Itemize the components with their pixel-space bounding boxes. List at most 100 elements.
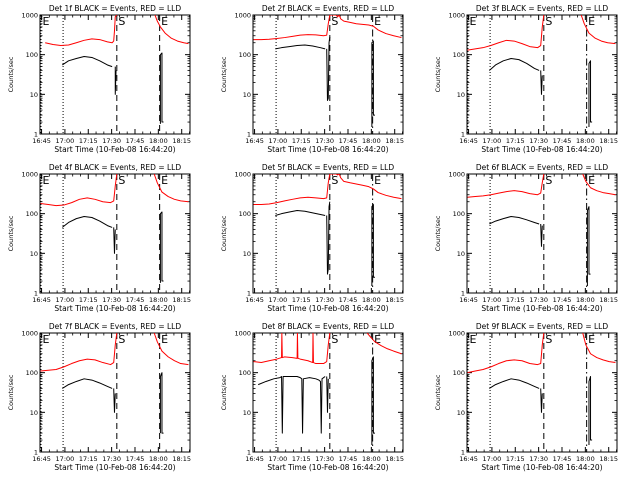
- x-tick-label: 17:00: [56, 455, 75, 463]
- chart-title: Det 7f BLACK = Events, RED = LLD: [49, 322, 182, 331]
- x-tick-label: 16:45: [245, 455, 264, 463]
- x-tick-label: 18:00: [362, 137, 381, 145]
- y-tick-label: 1: [34, 131, 38, 139]
- x-tick-label: 17:45: [126, 296, 145, 304]
- marker-label: E: [374, 333, 381, 346]
- x-tick-label: 17:30: [102, 296, 121, 304]
- x-tick-label: 17:45: [553, 455, 572, 463]
- marker-label: S: [118, 15, 125, 28]
- x-tick-label: 17:15: [292, 137, 311, 145]
- y-axis-label: Counts/sec: [434, 374, 442, 410]
- marker-label: S: [545, 15, 552, 28]
- y-axis-label: Counts/sec: [220, 56, 228, 92]
- series-line-lld: [253, 174, 402, 206]
- chart-title: Det 2f BLACK = Events, RED = LLD: [262, 4, 395, 13]
- y-tick-label: 100: [453, 51, 465, 59]
- series-line-lld: [467, 15, 545, 51]
- series-line-events: [275, 44, 326, 50]
- x-tick-label: 18:15: [599, 296, 618, 304]
- series-line-events: [540, 223, 543, 247]
- plot-frame: [39, 173, 191, 294]
- series-line-lld: [467, 333, 545, 374]
- y-tick-label: 100: [26, 210, 38, 218]
- x-tick-label: 17:45: [553, 137, 572, 145]
- y-tick-label: 1000: [234, 171, 251, 179]
- x-tick-label: 17:15: [506, 137, 525, 145]
- x-tick-label: 18:15: [599, 137, 618, 145]
- x-tick-label: 16:45: [459, 296, 478, 304]
- x-axis-label: Start Time (10-Feb-08 16:44:20): [267, 304, 388, 313]
- y-tick-label: 100: [239, 51, 251, 59]
- x-tick-label: 18:00: [362, 455, 381, 463]
- x-tick-label: 17:00: [269, 455, 288, 463]
- x-tick-label: 16:45: [245, 137, 264, 145]
- x-axis-label: Start Time (10-Feb-08 16:44:20): [481, 463, 602, 472]
- y-tick-label: 100: [453, 369, 465, 377]
- x-tick-label: 17:15: [506, 296, 525, 304]
- y-tick-label: 10: [457, 250, 465, 258]
- series-line-events: [159, 372, 164, 434]
- chart-panel-7: Det 7f BLACK = Events, RED = LLD Counts/s…: [7, 322, 191, 472]
- plot-frame: [252, 14, 404, 135]
- series-line-events: [62, 378, 113, 389]
- y-tick-label: 1000: [234, 330, 251, 338]
- x-tick-label: 18:00: [576, 455, 595, 463]
- y-tick-label: 1: [247, 131, 251, 139]
- series-line-events: [488, 58, 540, 71]
- chart-title: Det 1f BLACK = Events, RED = LLD: [49, 4, 182, 13]
- x-axis-label: Start Time (10-Feb-08 16:44:20): [481, 304, 602, 313]
- x-tick-label: 17:00: [483, 296, 502, 304]
- x-tick-label: 17:00: [483, 455, 502, 463]
- series-line-events: [326, 376, 329, 413]
- x-tick-label: 18:00: [149, 296, 168, 304]
- chart-title: Det 5f BLACK = Events, RED = LLD: [262, 163, 395, 172]
- y-axis-label: Counts/sec: [7, 56, 15, 92]
- x-tick-label: 16:45: [459, 137, 478, 145]
- marker-label: E: [469, 15, 476, 28]
- x-tick-label: 17:30: [315, 137, 334, 145]
- x-tick-label: 17:30: [315, 455, 334, 463]
- series-line-lld: [154, 15, 189, 45]
- series-line-lld: [366, 333, 402, 355]
- x-tick-label: 18:15: [172, 455, 191, 463]
- x-tick-label: 17:15: [79, 296, 98, 304]
- y-axis-label: Counts/sec: [7, 215, 15, 251]
- x-tick-label: 17:45: [339, 296, 358, 304]
- x-tick-label: 18:00: [576, 137, 595, 145]
- chart-title: Det 3f BLACK = Events, RED = LLD: [476, 4, 609, 13]
- plot-frame: [252, 332, 404, 453]
- chart-panel-1: Det 1f BLACK = Events, RED = LLD Counts/s…: [7, 4, 191, 154]
- marker-label: E: [161, 15, 168, 28]
- series-line-events: [540, 70, 543, 95]
- marker-label: S: [545, 333, 552, 346]
- marker-label: S: [545, 174, 552, 187]
- y-tick-label: 1: [34, 449, 38, 457]
- plot-frame: [466, 173, 618, 294]
- x-tick-label: 18:15: [172, 137, 191, 145]
- series-line-events: [275, 210, 326, 216]
- x-axis-label: Start Time (10-Feb-08 16:44:20): [54, 463, 175, 472]
- marker-label: E: [42, 15, 49, 28]
- x-tick-label: 16:45: [32, 137, 51, 145]
- marker-label: E: [161, 333, 168, 346]
- series-line-events: [371, 40, 375, 128]
- marker-label: E: [161, 174, 168, 187]
- marker-label: S: [331, 174, 338, 187]
- x-tick-label: 17:00: [269, 137, 288, 145]
- y-tick-label: 10: [457, 409, 465, 417]
- series-line-events: [61, 215, 113, 228]
- chart-panel-9: Det 9f BLACK = Events, RED = LLD Counts/s…: [434, 322, 618, 472]
- y-axis-label: Counts/sec: [434, 56, 442, 92]
- x-tick-label: 17:00: [483, 137, 502, 145]
- y-axis-label: Counts/sec: [7, 374, 15, 410]
- series-line-lld: [580, 15, 616, 45]
- y-tick-label: 1: [247, 290, 251, 298]
- y-tick-label: 1: [461, 449, 465, 457]
- x-tick-label: 17:30: [315, 296, 334, 304]
- series-line-lld: [582, 174, 616, 196]
- series-line-events: [326, 36, 331, 101]
- plot-frame: [466, 332, 618, 453]
- series-line-events: [159, 52, 164, 124]
- y-tick-label: 10: [243, 91, 251, 99]
- series-line-events: [371, 204, 375, 287]
